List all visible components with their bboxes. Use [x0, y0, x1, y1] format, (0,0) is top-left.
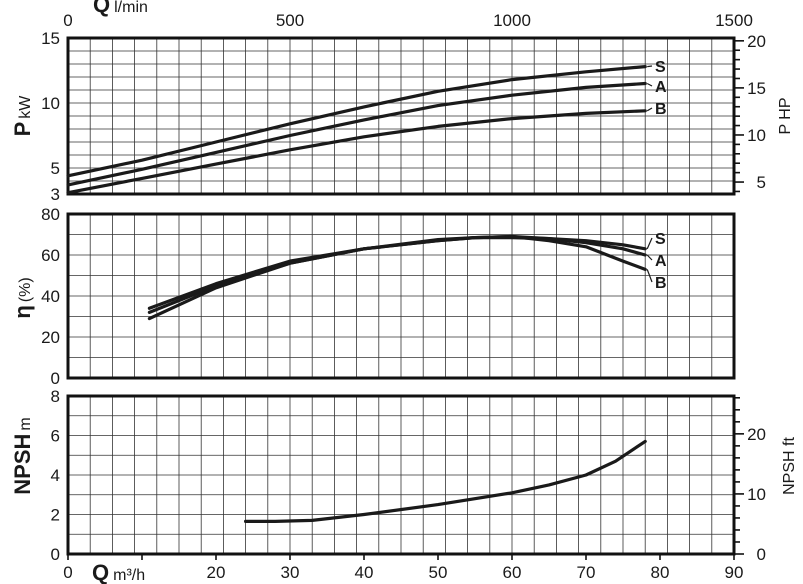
y-tick-label: 6 — [51, 427, 60, 446]
power-hp-axis-title: P HP — [777, 97, 794, 134]
efficiency-axis-title-unit: (%) — [17, 277, 34, 302]
curve-label-leader — [646, 82, 653, 87]
y-tick-label: 2 — [51, 506, 60, 525]
curve-label-leader — [647, 65, 653, 68]
curve-label-S: S — [655, 231, 666, 248]
y2-tick-label: 15 — [747, 79, 766, 98]
efficiency-axis-title: η (%) — [10, 277, 35, 318]
y-tick-label: 3 — [51, 185, 60, 204]
y-tick-label: 8 — [51, 387, 60, 406]
y-tick-label: 20 — [41, 328, 60, 347]
curve-efficiency-B — [147, 234, 647, 321]
efficiency-axis-title-symbol: η — [10, 305, 35, 318]
y-tick-label: 4 — [51, 466, 60, 485]
x-tick-label: 90 — [725, 563, 744, 582]
y-tick-label: 0 — [51, 369, 60, 388]
power-axis-title-unit: kW — [17, 95, 34, 119]
curve-label-leader — [646, 237, 653, 250]
y-tick-label: 0 — [51, 545, 60, 564]
bottom-axis-symbol: Q — [92, 560, 109, 584]
y2-tick-label: 10 — [747, 485, 766, 504]
y2-tick-label: 0 — [757, 545, 766, 564]
y-tick-label: 10 — [41, 94, 60, 113]
npsh-axis-title-symbol: NPSH — [10, 434, 35, 495]
frame-efficiency — [66, 212, 736, 380]
bottom-axis-unit: m³/h — [113, 567, 145, 584]
y2-tick-label: 20 — [747, 425, 766, 444]
npsh-axis-title-unit: m — [17, 417, 34, 430]
power-axis-title-symbol: P — [10, 122, 35, 137]
panel-power: 3 5 10 15 5 10 15 20 SAB — [41, 29, 766, 204]
npsh-axis-title: NPSH m — [10, 417, 35, 494]
curve-label-B: B — [655, 275, 667, 292]
x-tick-label: 60 — [503, 563, 522, 582]
y2-tick-label: 5 — [757, 173, 766, 192]
y-tick-label: 40 — [41, 287, 60, 306]
y2-tick-label: 20 — [747, 32, 766, 51]
top-tick-label: 1500 — [715, 11, 753, 30]
curve-power-B — [66, 109, 647, 195]
grid-power — [68, 38, 734, 194]
x-tick-label: 20 — [207, 563, 226, 582]
top-axis-unit: l/min — [114, 0, 148, 16]
top-tick-label: 0 — [63, 11, 72, 30]
y-tick-label: 60 — [41, 246, 60, 265]
grid-npsh — [68, 396, 734, 554]
x-tick-label: 50 — [429, 563, 448, 582]
curve-label-leader — [646, 254, 653, 261]
curve-label-leader — [646, 269, 653, 283]
x-tick-label: 0 — [63, 563, 72, 582]
x-tick-label: 80 — [651, 563, 670, 582]
curve-npsh — [244, 439, 647, 523]
top-tick-label: 1000 — [493, 11, 531, 30]
x-tick-label: 70 — [577, 563, 596, 582]
y-tick-label: 5 — [51, 159, 60, 178]
curve-label-S: S — [655, 59, 666, 76]
npsh-ft-axis-title: NPSH ft — [781, 437, 798, 495]
panel-efficiency: 0 20 40 60 80 SAB — [41, 205, 736, 388]
top-tick-label: 500 — [276, 11, 304, 30]
panel-npsh: 0 2 4 6 8 0 10 20 — [51, 387, 766, 564]
curve-power-A — [66, 81, 647, 187]
curve-label-B: B — [655, 101, 667, 118]
curve-label-A: A — [655, 79, 667, 96]
x-tick-label: 30 — [281, 563, 300, 582]
power-axis-title: PkW — [10, 95, 35, 137]
curve-label-leader — [646, 107, 653, 112]
top-axis-symbol: Q — [93, 0, 110, 17]
curve-label-A: A — [655, 253, 667, 270]
y-tick-label: 80 — [41, 205, 60, 224]
frame-npsh — [66, 394, 736, 556]
grid-efficiency — [68, 214, 734, 378]
curve-power-S — [66, 65, 647, 178]
x-tick-label: 40 — [355, 563, 374, 582]
y2-tick-label: 10 — [747, 126, 766, 145]
y-tick-label: 15 — [41, 29, 60, 48]
